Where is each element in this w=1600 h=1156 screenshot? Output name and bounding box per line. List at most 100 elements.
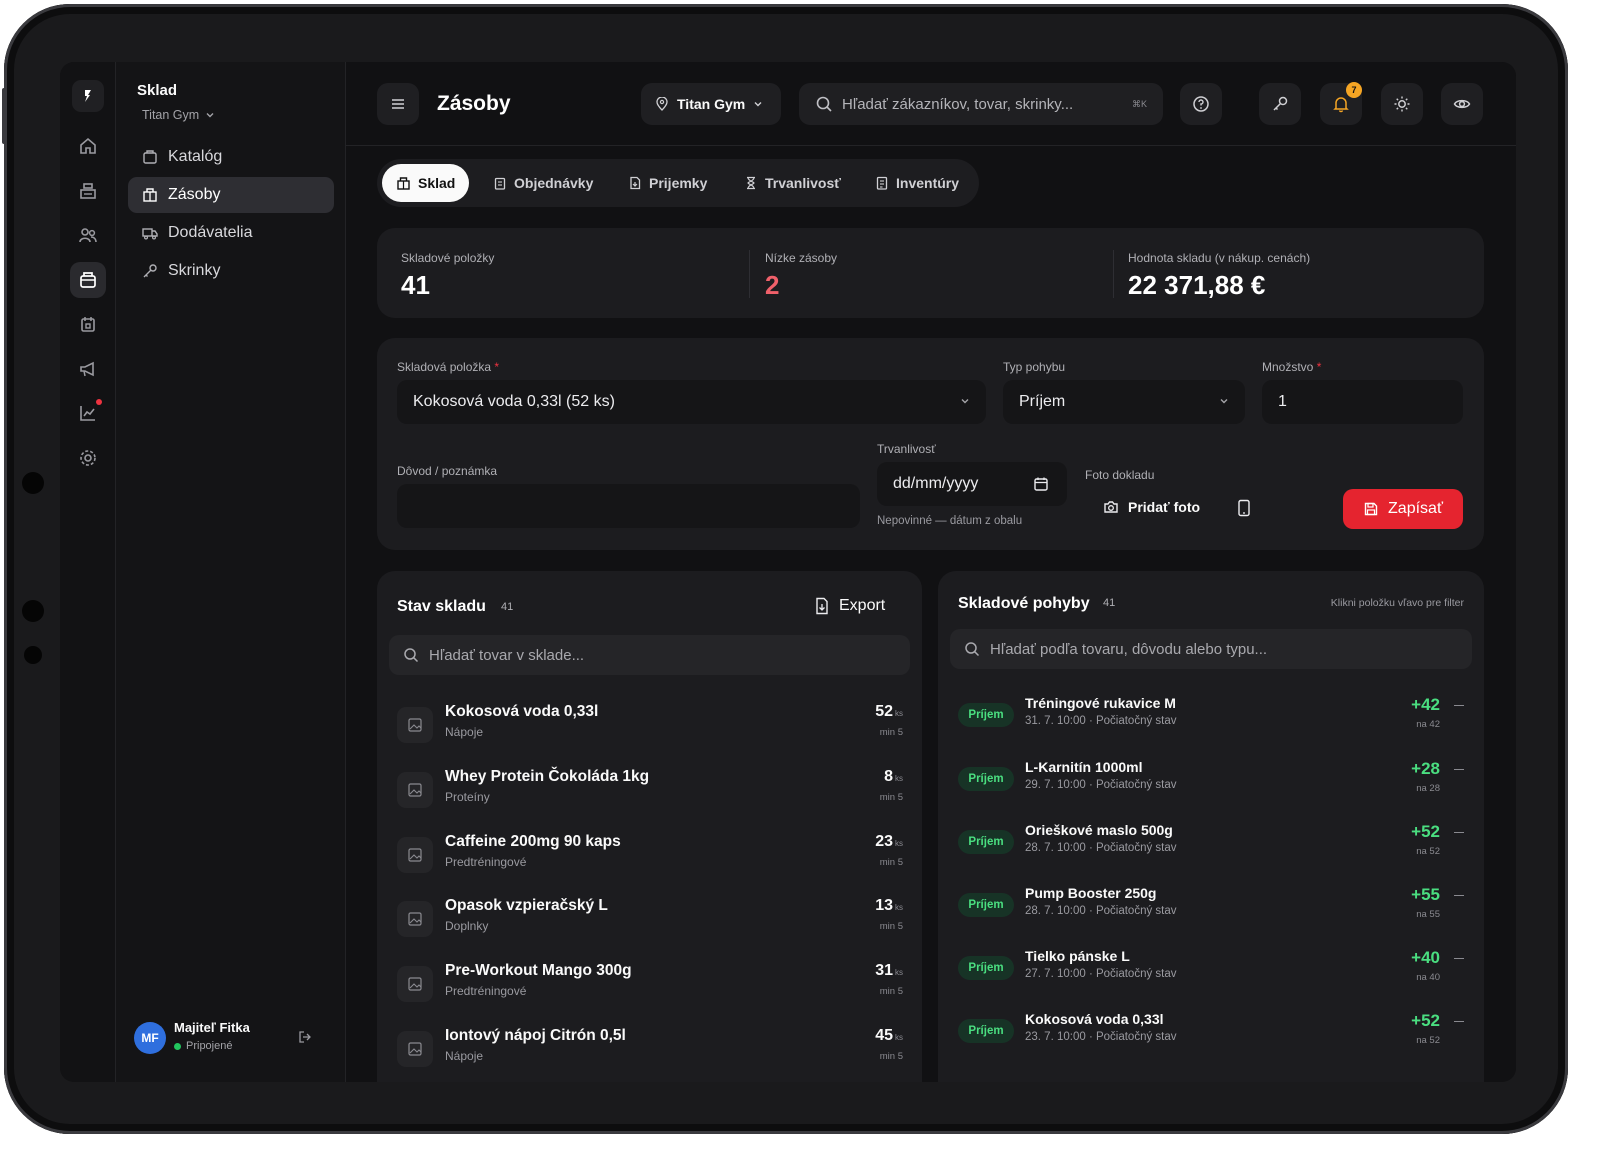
logout-button[interactable] <box>298 1030 312 1049</box>
camera-icon <box>1104 501 1118 513</box>
image-placeholder-icon <box>397 707 433 743</box>
add-photo-label: Pridať foto <box>1128 499 1201 515</box>
tab-inventury[interactable]: Inventúry <box>861 164 973 202</box>
stock-item-qty: 45 ks <box>875 1027 903 1044</box>
tab-objednavky[interactable]: Objednávky <box>479 164 607 202</box>
movement-row[interactable]: Príjem Tielko pánske L 27. 7. 10:00 · Po… <box>958 948 1464 1000</box>
row-menu-dash[interactable] <box>1454 832 1464 833</box>
stock-row[interactable]: Kokosová voda 0,33l Nápoje 52 ks min 5 <box>397 703 903 755</box>
rail-analytics[interactable] <box>70 395 106 431</box>
photo-field-label: Foto dokladu <box>1085 468 1155 482</box>
movement-meta: 28. 7. 10:00 · Počiatočný stav <box>1025 842 1177 854</box>
movements-panel-title: Skladové pohyby <box>958 595 1090 612</box>
movement-item-name: Pump Booster 250g <box>1025 885 1157 901</box>
stock-search-input[interactable]: Hľadať tovar v sklade... <box>389 635 910 675</box>
theme-toggle-button[interactable] <box>1381 83 1423 125</box>
rail-inventory[interactable] <box>70 262 106 298</box>
user-card[interactable]: MF Majiteľ Fitka Pripojené <box>134 1020 334 1056</box>
movement-meta: 23. 7. 10:00 · Počiatočný stav <box>1025 1031 1177 1043</box>
key-icon <box>143 264 157 278</box>
chart-icon <box>80 406 95 421</box>
row-menu-dash[interactable] <box>1454 1021 1464 1022</box>
help-button[interactable] <box>1180 83 1222 125</box>
gym-select[interactable]: Titan Gym <box>641 83 781 125</box>
item-select[interactable]: Kokosová voda 0,33l (52 ks) <box>397 380 986 424</box>
quantity-input[interactable]: 1 <box>1262 380 1463 424</box>
export-button[interactable]: Export <box>814 597 885 615</box>
rail-marketing[interactable] <box>70 351 106 387</box>
gym-switcher[interactable]: Titan Gym <box>142 108 215 122</box>
stock-item-name: Whey Protein Čokoláda 1kg <box>445 768 650 785</box>
bell-icon <box>1333 97 1349 113</box>
user-status-label: Pripojené <box>186 1040 233 1052</box>
stock-row[interactable]: Iontový nápoj Citrón 0,5l Nápoje 45 ks mi… <box>397 1027 903 1079</box>
menu-button[interactable] <box>377 83 419 125</box>
global-search-input[interactable]: Hľadať zákazníkov, tovar, skrinky... ⌘K <box>799 83 1163 125</box>
stock-item-category: Predtréningové <box>445 855 527 869</box>
image-placeholder-icon <box>397 1031 433 1067</box>
stat-low-stock-value: 2 <box>765 270 780 300</box>
logout-icon <box>299 1031 311 1043</box>
rail-home[interactable] <box>70 128 106 164</box>
movement-type-value: Príjem <box>1019 393 1066 410</box>
calendar-icon[interactable] <box>1033 476 1049 492</box>
movement-meta: 29. 7. 10:00 · Počiatočný stav <box>1025 779 1177 791</box>
rail-settings[interactable] <box>70 440 106 476</box>
user-name: Majiteľ Fitka <box>174 1020 250 1035</box>
sidebar-item-dodavatelia[interactable]: Dodávatelia <box>128 215 334 251</box>
row-menu-dash[interactable] <box>1454 769 1464 770</box>
sidebar-item-skrinky[interactable]: Skrinky <box>128 253 334 289</box>
movement-row[interactable]: Príjem Pump Booster 250g 28. 7. 10:00 · … <box>958 885 1464 937</box>
stock-row[interactable]: Opasok vzpieračský L Doplnky 13 ks min 5 <box>397 897 903 949</box>
stock-search-placeholder: Hľadať tovar v sklade... <box>429 646 585 664</box>
row-menu-dash[interactable] <box>1454 958 1464 959</box>
icon-rail <box>60 62 116 1082</box>
add-photo-button[interactable]: Pridať foto <box>1103 499 1200 515</box>
sidebar-item-label: Zásoby <box>168 186 221 203</box>
mobile-upload-button[interactable] <box>1237 499 1251 522</box>
sidebar-item-katalog[interactable]: Katalóg <box>128 139 334 175</box>
tab-prijemky[interactable]: Prijemky <box>614 164 721 202</box>
sidebar-item-zasoby[interactable]: Zásoby <box>128 177 334 213</box>
rail-calendar[interactable] <box>70 306 106 342</box>
expiry-date-input[interactable]: dd/mm/yyyy <box>877 462 1067 506</box>
stock-item-category: Proteíny <box>445 790 490 804</box>
stock-row[interactable]: Caffeine 200mg 90 kaps Predtréningové 23… <box>397 833 903 885</box>
movement-row[interactable]: Príjem Kokosová voda 0,33l 23. 7. 10:00 … <box>958 1011 1464 1063</box>
submit-button[interactable]: Zapísať <box>1343 489 1463 529</box>
movement-row[interactable]: Príjem Tréningové rukavice M 31. 7. 10:0… <box>958 695 1464 747</box>
cash-register-icon <box>80 183 96 199</box>
movement-type-select[interactable]: Príjem <box>1003 380 1245 424</box>
chevron-down-icon <box>1220 399 1228 404</box>
app-logo[interactable] <box>72 80 104 112</box>
rail-pos[interactable] <box>70 173 106 209</box>
row-menu-dash[interactable] <box>1454 705 1464 706</box>
movement-after: na 52 <box>1416 846 1440 857</box>
tab-trvanlivost[interactable]: Trvanlivosť <box>730 164 855 202</box>
rail-customers[interactable] <box>70 217 106 253</box>
quantity-value: 1 <box>1278 393 1287 410</box>
movement-row[interactable]: Príjem L-Karnitín 1000ml 29. 7. 10:00 · … <box>958 759 1464 811</box>
movement-after: na 52 <box>1416 1035 1440 1046</box>
keys-button[interactable] <box>1259 83 1301 125</box>
movement-item-name: Orieškové maslo 500g <box>1025 822 1173 838</box>
movement-row[interactable]: Príjem Orieškové maslo 500g 28. 7. 10:00… <box>958 822 1464 874</box>
tab-label: Sklad <box>418 175 456 191</box>
stock-item-category: Predtréningové <box>445 984 527 998</box>
privacy-view-button[interactable] <box>1441 83 1483 125</box>
camera-dot <box>22 472 44 494</box>
tab-label: Objednávky <box>514 175 594 191</box>
movements-search-input[interactable]: Hľadať podľa tovaru, dôvodu alebo typu..… <box>950 629 1472 669</box>
expiry-field-label: Trvanlivosť <box>877 442 936 456</box>
stock-row[interactable]: Whey Protein Čokoláda 1kg Proteíny 8 ks m… <box>397 768 903 820</box>
row-menu-dash[interactable] <box>1454 895 1464 896</box>
catalog-icon <box>143 150 157 164</box>
stock-row[interactable]: Pre-Workout Mango 300g Predtréningové 31… <box>397 962 903 1014</box>
stock-item-category: Nápoje <box>445 1049 484 1063</box>
home-icon <box>80 137 96 154</box>
stock-item-qty: 31 ks <box>875 962 903 979</box>
sidebar-item-label: Skrinky <box>168 262 221 279</box>
tab-sklad[interactable]: Sklad <box>382 164 470 202</box>
reason-input[interactable] <box>397 484 860 528</box>
movements-search-placeholder: Hľadať podľa tovaru, dôvodu alebo typu..… <box>990 640 1268 658</box>
